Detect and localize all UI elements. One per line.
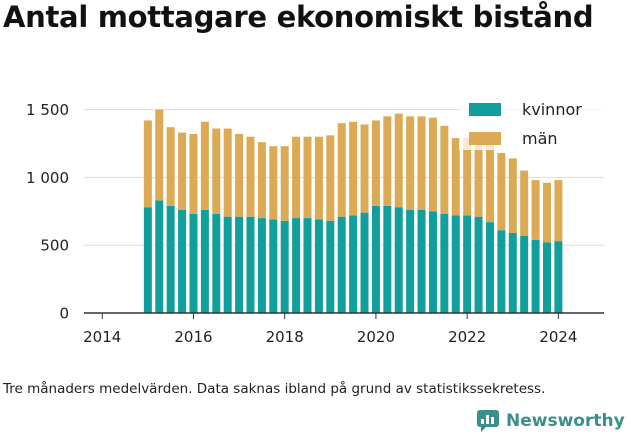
bar-man xyxy=(394,113,403,208)
bar-man xyxy=(542,182,551,243)
bar-man xyxy=(314,136,323,220)
bar-man xyxy=(337,123,346,217)
bar-man xyxy=(257,142,266,219)
bar-man xyxy=(406,116,415,210)
legend: kvinnor män xyxy=(459,94,609,150)
bar-kvinnor xyxy=(360,212,369,313)
bar-man xyxy=(223,128,232,217)
newsworthy-brand: Newsworthy xyxy=(476,409,625,433)
legend-swatch xyxy=(469,132,501,145)
x-tick-label: 2022 xyxy=(448,328,486,346)
bar-kvinnor xyxy=(337,216,346,313)
bar-man xyxy=(189,133,198,214)
bar-kvinnor xyxy=(417,209,426,313)
bar-kvinnor xyxy=(428,211,437,313)
chart-caption: Tre månaders medelvärden. Data saknas ib… xyxy=(3,381,546,397)
bar-kvinnor xyxy=(246,216,255,313)
bar-man xyxy=(497,152,506,231)
legend-label: män xyxy=(522,129,558,148)
bar-man xyxy=(520,170,529,236)
bar-man xyxy=(166,127,175,206)
bar-man xyxy=(178,132,187,210)
bar-man xyxy=(235,133,244,217)
bar-man xyxy=(155,109,164,201)
y-tick-label: 0 xyxy=(59,305,69,323)
bar-man xyxy=(371,120,380,206)
legend-swatch xyxy=(469,103,501,116)
x-tick-label: 2020 xyxy=(357,328,395,346)
bar-kvinnor xyxy=(314,219,323,313)
bar-man xyxy=(531,180,540,240)
bar-kvinnor xyxy=(269,219,278,313)
bar-kvinnor xyxy=(474,216,483,313)
bar-kvinnor xyxy=(531,239,540,313)
bar-kvinnor xyxy=(303,218,312,313)
bar-kvinnor xyxy=(143,207,152,313)
bar-kvinnor xyxy=(178,209,187,313)
y-tick-label: 1 000 xyxy=(26,169,69,187)
bar-kvinnor xyxy=(235,216,244,313)
bar-kvinnor xyxy=(189,213,198,313)
bar-man xyxy=(143,120,152,208)
bar-man xyxy=(280,146,289,221)
bar-man xyxy=(463,138,472,216)
brand-name: Newsworthy xyxy=(506,411,625,431)
bar-man xyxy=(200,121,209,210)
bar-man xyxy=(474,136,483,217)
chart-title: Antal mottagare ekonomiskt bistånd xyxy=(3,0,594,34)
bar-man xyxy=(508,158,517,233)
bar-kvinnor xyxy=(371,205,380,313)
bar-man xyxy=(269,146,278,220)
bar-kvinnor xyxy=(383,205,392,313)
bar-kvinnor xyxy=(326,220,335,313)
bar-kvinnor xyxy=(394,207,403,313)
bar-man xyxy=(303,136,312,219)
bar-man xyxy=(428,117,437,212)
bar-kvinnor xyxy=(406,209,415,313)
bar-man xyxy=(360,124,369,213)
bar-man xyxy=(212,128,221,214)
bar-kvinnor xyxy=(155,200,164,313)
y-tick-label: 500 xyxy=(40,237,69,255)
bar-kvinnor xyxy=(485,222,494,313)
newsworthy-logo-icon xyxy=(477,410,499,432)
bar-kvinnor xyxy=(542,242,551,313)
bar-kvinnor xyxy=(520,235,529,313)
bar-kvinnor xyxy=(280,220,289,313)
bar-kvinnor xyxy=(223,216,232,313)
bar-kvinnor xyxy=(440,213,449,313)
bar-kvinnor xyxy=(166,205,175,313)
bar-kvinnor xyxy=(200,209,209,313)
bar-kvinnor xyxy=(257,218,266,313)
bar-kvinnor xyxy=(508,232,517,313)
bar-kvinnor xyxy=(212,213,221,313)
bar-kvinnor xyxy=(554,241,563,313)
x-tick-label: 2018 xyxy=(266,328,304,346)
bar-man xyxy=(383,116,392,206)
bar-man xyxy=(451,138,460,216)
bar-kvinnor xyxy=(497,230,506,313)
bar-man xyxy=(554,180,563,242)
bar-kvinnor xyxy=(349,215,358,313)
bar-man xyxy=(246,136,255,217)
bar-man xyxy=(417,116,426,210)
bar-kvinnor xyxy=(292,218,301,313)
bar-man xyxy=(292,136,301,219)
x-tick-label: 2016 xyxy=(174,328,212,346)
x-tick-label: 2014 xyxy=(83,328,121,346)
x-tick-label: 2024 xyxy=(539,328,577,346)
bar-kvinnor xyxy=(451,215,460,313)
y-tick-label: 1 500 xyxy=(26,101,69,119)
bar-man xyxy=(440,125,449,214)
bar-kvinnor xyxy=(463,215,472,313)
legend-label: kvinnor xyxy=(522,100,582,119)
bar-man xyxy=(349,121,358,216)
bar-man xyxy=(485,143,494,223)
bar-man xyxy=(326,135,335,221)
